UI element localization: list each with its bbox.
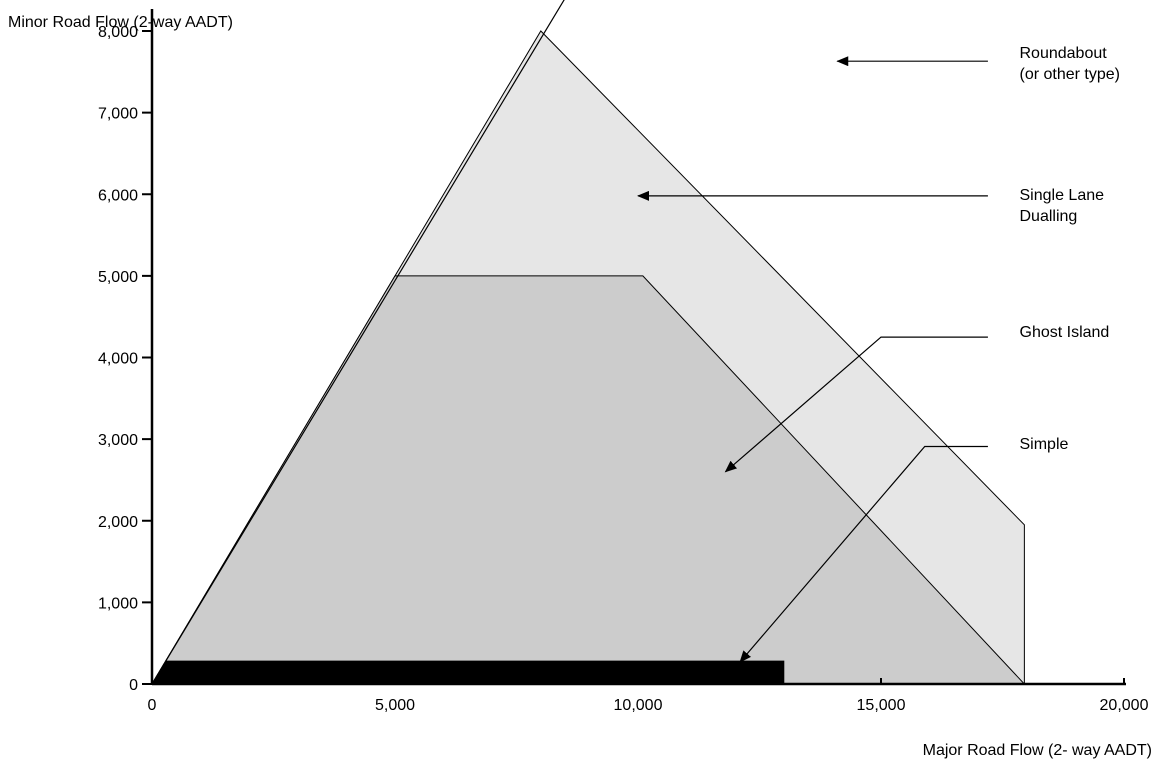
- x-tick-label: 20,000: [1100, 697, 1149, 714]
- annotation-arrow-simple: [739, 445, 988, 663]
- annotation-arrow-ghost-island: [724, 336, 988, 473]
- annotation-label-roundabout: (or other type): [1020, 66, 1120, 83]
- y-tick-label: 6,000: [98, 187, 138, 204]
- y-axis-title: Minor Road Flow (2-way AADT): [8, 14, 233, 31]
- y-tick-label: 2,000: [98, 514, 138, 531]
- y-tick-label: 5,000: [98, 269, 138, 286]
- region-simple: [151, 660, 785, 685]
- y-tick-label: 3,000: [98, 432, 138, 449]
- x-tick-label: 0: [148, 697, 157, 714]
- annotation-label-single-lane-dualling: Dualling: [1020, 208, 1078, 225]
- x-tick-label: 5,000: [375, 697, 415, 714]
- axes: 0 5,000 10,000 15,000 20,000 0 1,000 2,000 3,000…: [98, 9, 1149, 714]
- x-axis-title: Major Road Flow (2- way AADT): [923, 742, 1152, 759]
- annotation-label-roundabout: Roundabout: [1020, 45, 1108, 62]
- y-tick-label: 7,000: [98, 106, 138, 123]
- boundary-group: [151, 0, 565, 685]
- x-tick-label: 15,000: [857, 697, 906, 714]
- boundary-line: [151, 0, 565, 685]
- x-tick-label: 10,000: [614, 697, 663, 714]
- regions: [151, 30, 1026, 685]
- y-tick-label: 1,000: [98, 595, 138, 612]
- annotation-label-ghost-island: Ghost Island: [1020, 324, 1110, 341]
- y-tick-label: 0: [129, 677, 138, 694]
- y-tick-label: 4,000: [98, 351, 138, 368]
- y-tick-label: 8,000: [98, 24, 138, 41]
- annotation-label-single-lane-dualling: Single Lane: [1020, 187, 1105, 204]
- annotations: Roundabout (or other type) Single Lane Dual…: [637, 45, 1120, 663]
- annotation-label-simple: Simple: [1020, 436, 1069, 453]
